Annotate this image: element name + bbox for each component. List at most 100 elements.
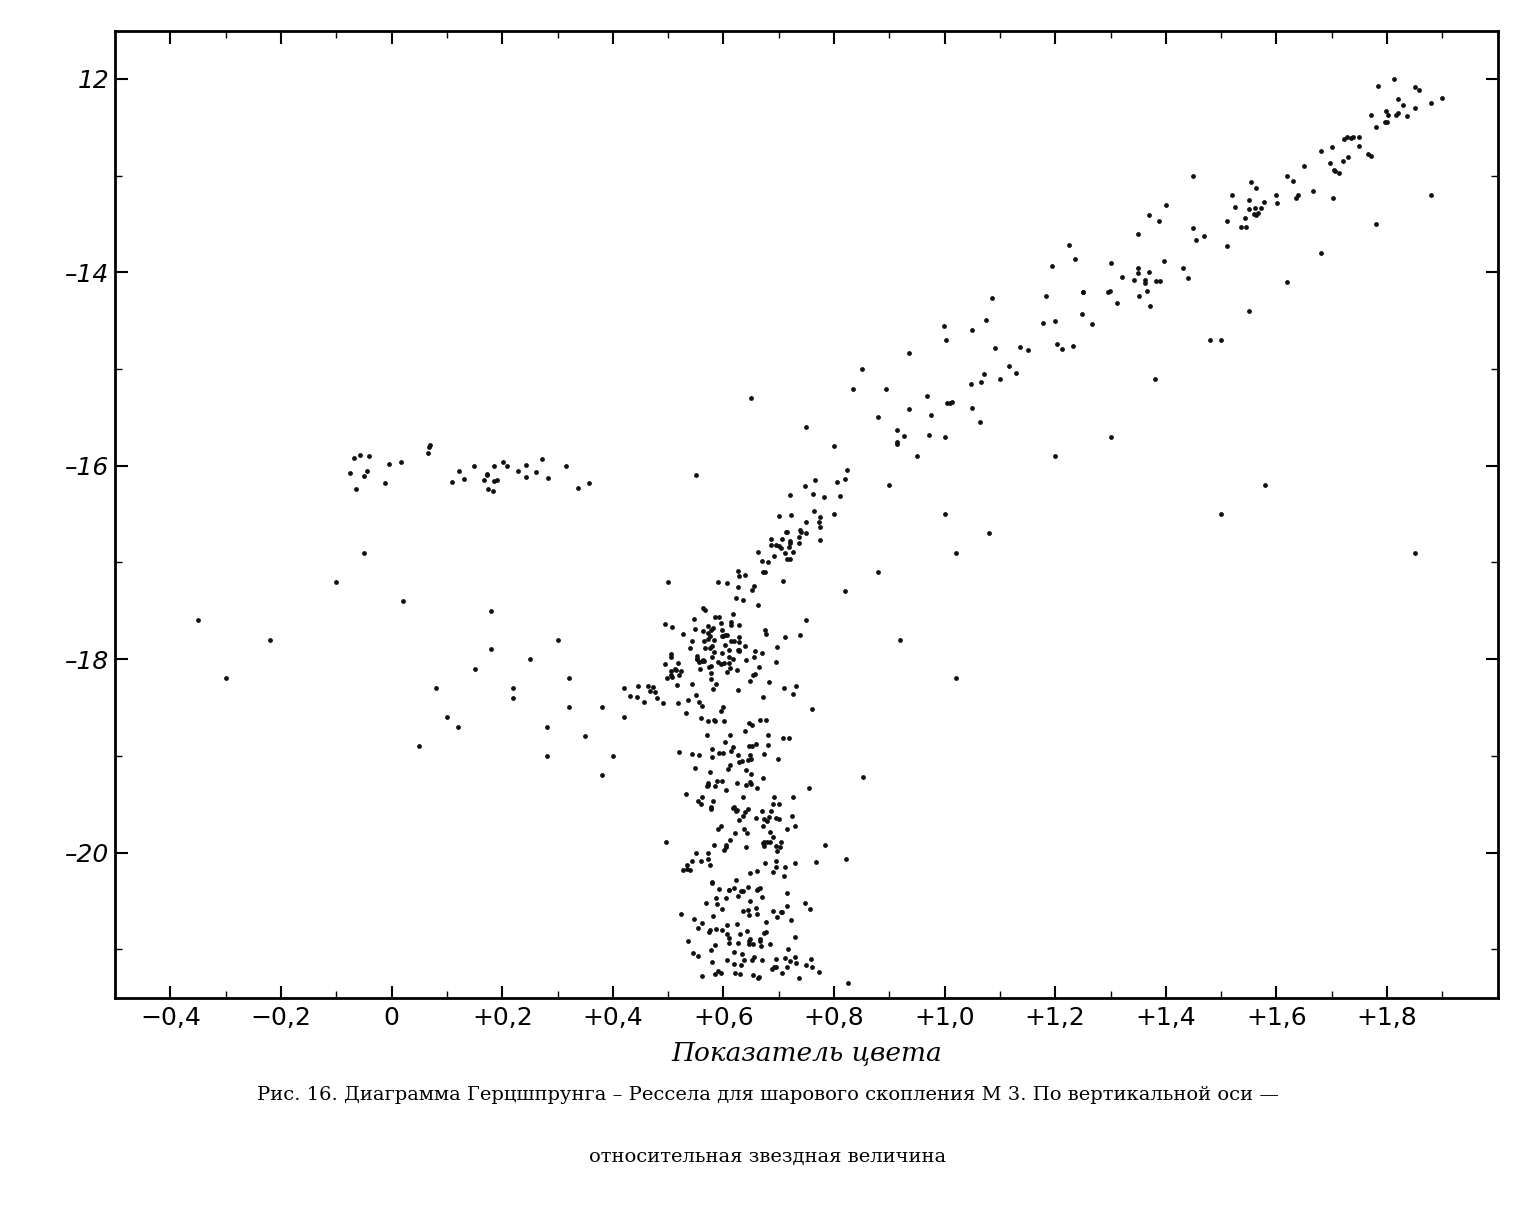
Point (734, 775, 759, 794)
Point (760, 827, 785, 847)
Point (702, 935, 727, 955)
Point (1319, 137, 1344, 157)
Point (723, 589, 748, 608)
Point (727, 640, 751, 660)
Point (691, 621, 716, 640)
Point (740, 665, 765, 684)
Point (1135, 282, 1160, 301)
Point (1292, 157, 1316, 176)
Point (762, 546, 786, 565)
Point (722, 955, 746, 974)
Point (1318, 153, 1342, 173)
Point (1215, 211, 1240, 230)
Point (545, 630, 570, 650)
Point (885, 420, 909, 439)
Point (1236, 190, 1261, 209)
Point (625, 677, 650, 696)
Point (674, 785, 699, 804)
Point (760, 794, 785, 814)
Point (1126, 224, 1150, 244)
Point (641, 677, 665, 696)
Point (734, 760, 759, 780)
Point (677, 860, 702, 880)
Point (808, 530, 833, 550)
Point (874, 379, 899, 399)
Point (1385, 103, 1410, 122)
Point (680, 944, 705, 963)
Point (665, 654, 690, 673)
Point (751, 816, 776, 836)
Point (1061, 335, 1086, 355)
Point (696, 923, 720, 942)
Point (1327, 164, 1352, 184)
Point (705, 573, 730, 592)
Point (1321, 188, 1346, 208)
Point (834, 849, 859, 869)
Point (1109, 268, 1134, 288)
Point (1392, 95, 1416, 115)
Point (659, 617, 684, 636)
Point (435, 707, 459, 727)
Point (753, 621, 777, 640)
Point (763, 809, 788, 829)
Point (716, 662, 740, 682)
Point (746, 657, 771, 677)
Point (710, 621, 734, 640)
Point (1341, 127, 1366, 147)
Point (794, 512, 819, 531)
Point (722, 879, 746, 898)
Point (485, 470, 510, 490)
Point (1322, 160, 1347, 180)
Point (1198, 330, 1223, 350)
Point (1358, 105, 1382, 125)
Point (700, 747, 725, 766)
Point (783, 947, 808, 967)
Point (702, 630, 727, 650)
Point (1244, 179, 1269, 198)
X-axis label: Показатель цвета: Показатель цвета (671, 1040, 942, 1066)
Point (703, 963, 728, 983)
Point (338, 464, 362, 483)
Point (700, 739, 725, 759)
Point (777, 531, 802, 551)
Point (745, 862, 770, 881)
Point (700, 679, 725, 699)
Point (711, 711, 736, 731)
Point (1381, 70, 1405, 89)
Point (573, 727, 598, 747)
Point (590, 765, 614, 785)
Point (700, 636, 725, 656)
Point (733, 636, 757, 656)
Point (776, 523, 800, 542)
Point (763, 836, 788, 856)
Point (719, 612, 743, 632)
Point (1322, 162, 1347, 181)
Point (717, 830, 742, 849)
Point (746, 968, 771, 988)
Point (777, 728, 802, 748)
Point (1347, 127, 1372, 147)
Point (759, 802, 783, 821)
Point (917, 425, 942, 444)
Point (717, 725, 742, 744)
Point (1419, 185, 1444, 204)
Point (1147, 271, 1172, 290)
Point (696, 657, 720, 677)
Point (754, 832, 779, 852)
Point (688, 709, 713, 728)
Point (556, 698, 581, 717)
Point (1097, 282, 1121, 301)
Point (756, 736, 780, 755)
Point (673, 703, 697, 722)
Point (343, 448, 367, 468)
Point (743, 641, 768, 661)
Point (808, 518, 833, 537)
Point (462, 457, 487, 476)
Point (1244, 206, 1269, 225)
Point (730, 945, 754, 965)
Point (782, 928, 806, 947)
Point (783, 676, 808, 695)
Point (800, 699, 825, 718)
Point (763, 536, 788, 556)
Point (713, 889, 737, 908)
